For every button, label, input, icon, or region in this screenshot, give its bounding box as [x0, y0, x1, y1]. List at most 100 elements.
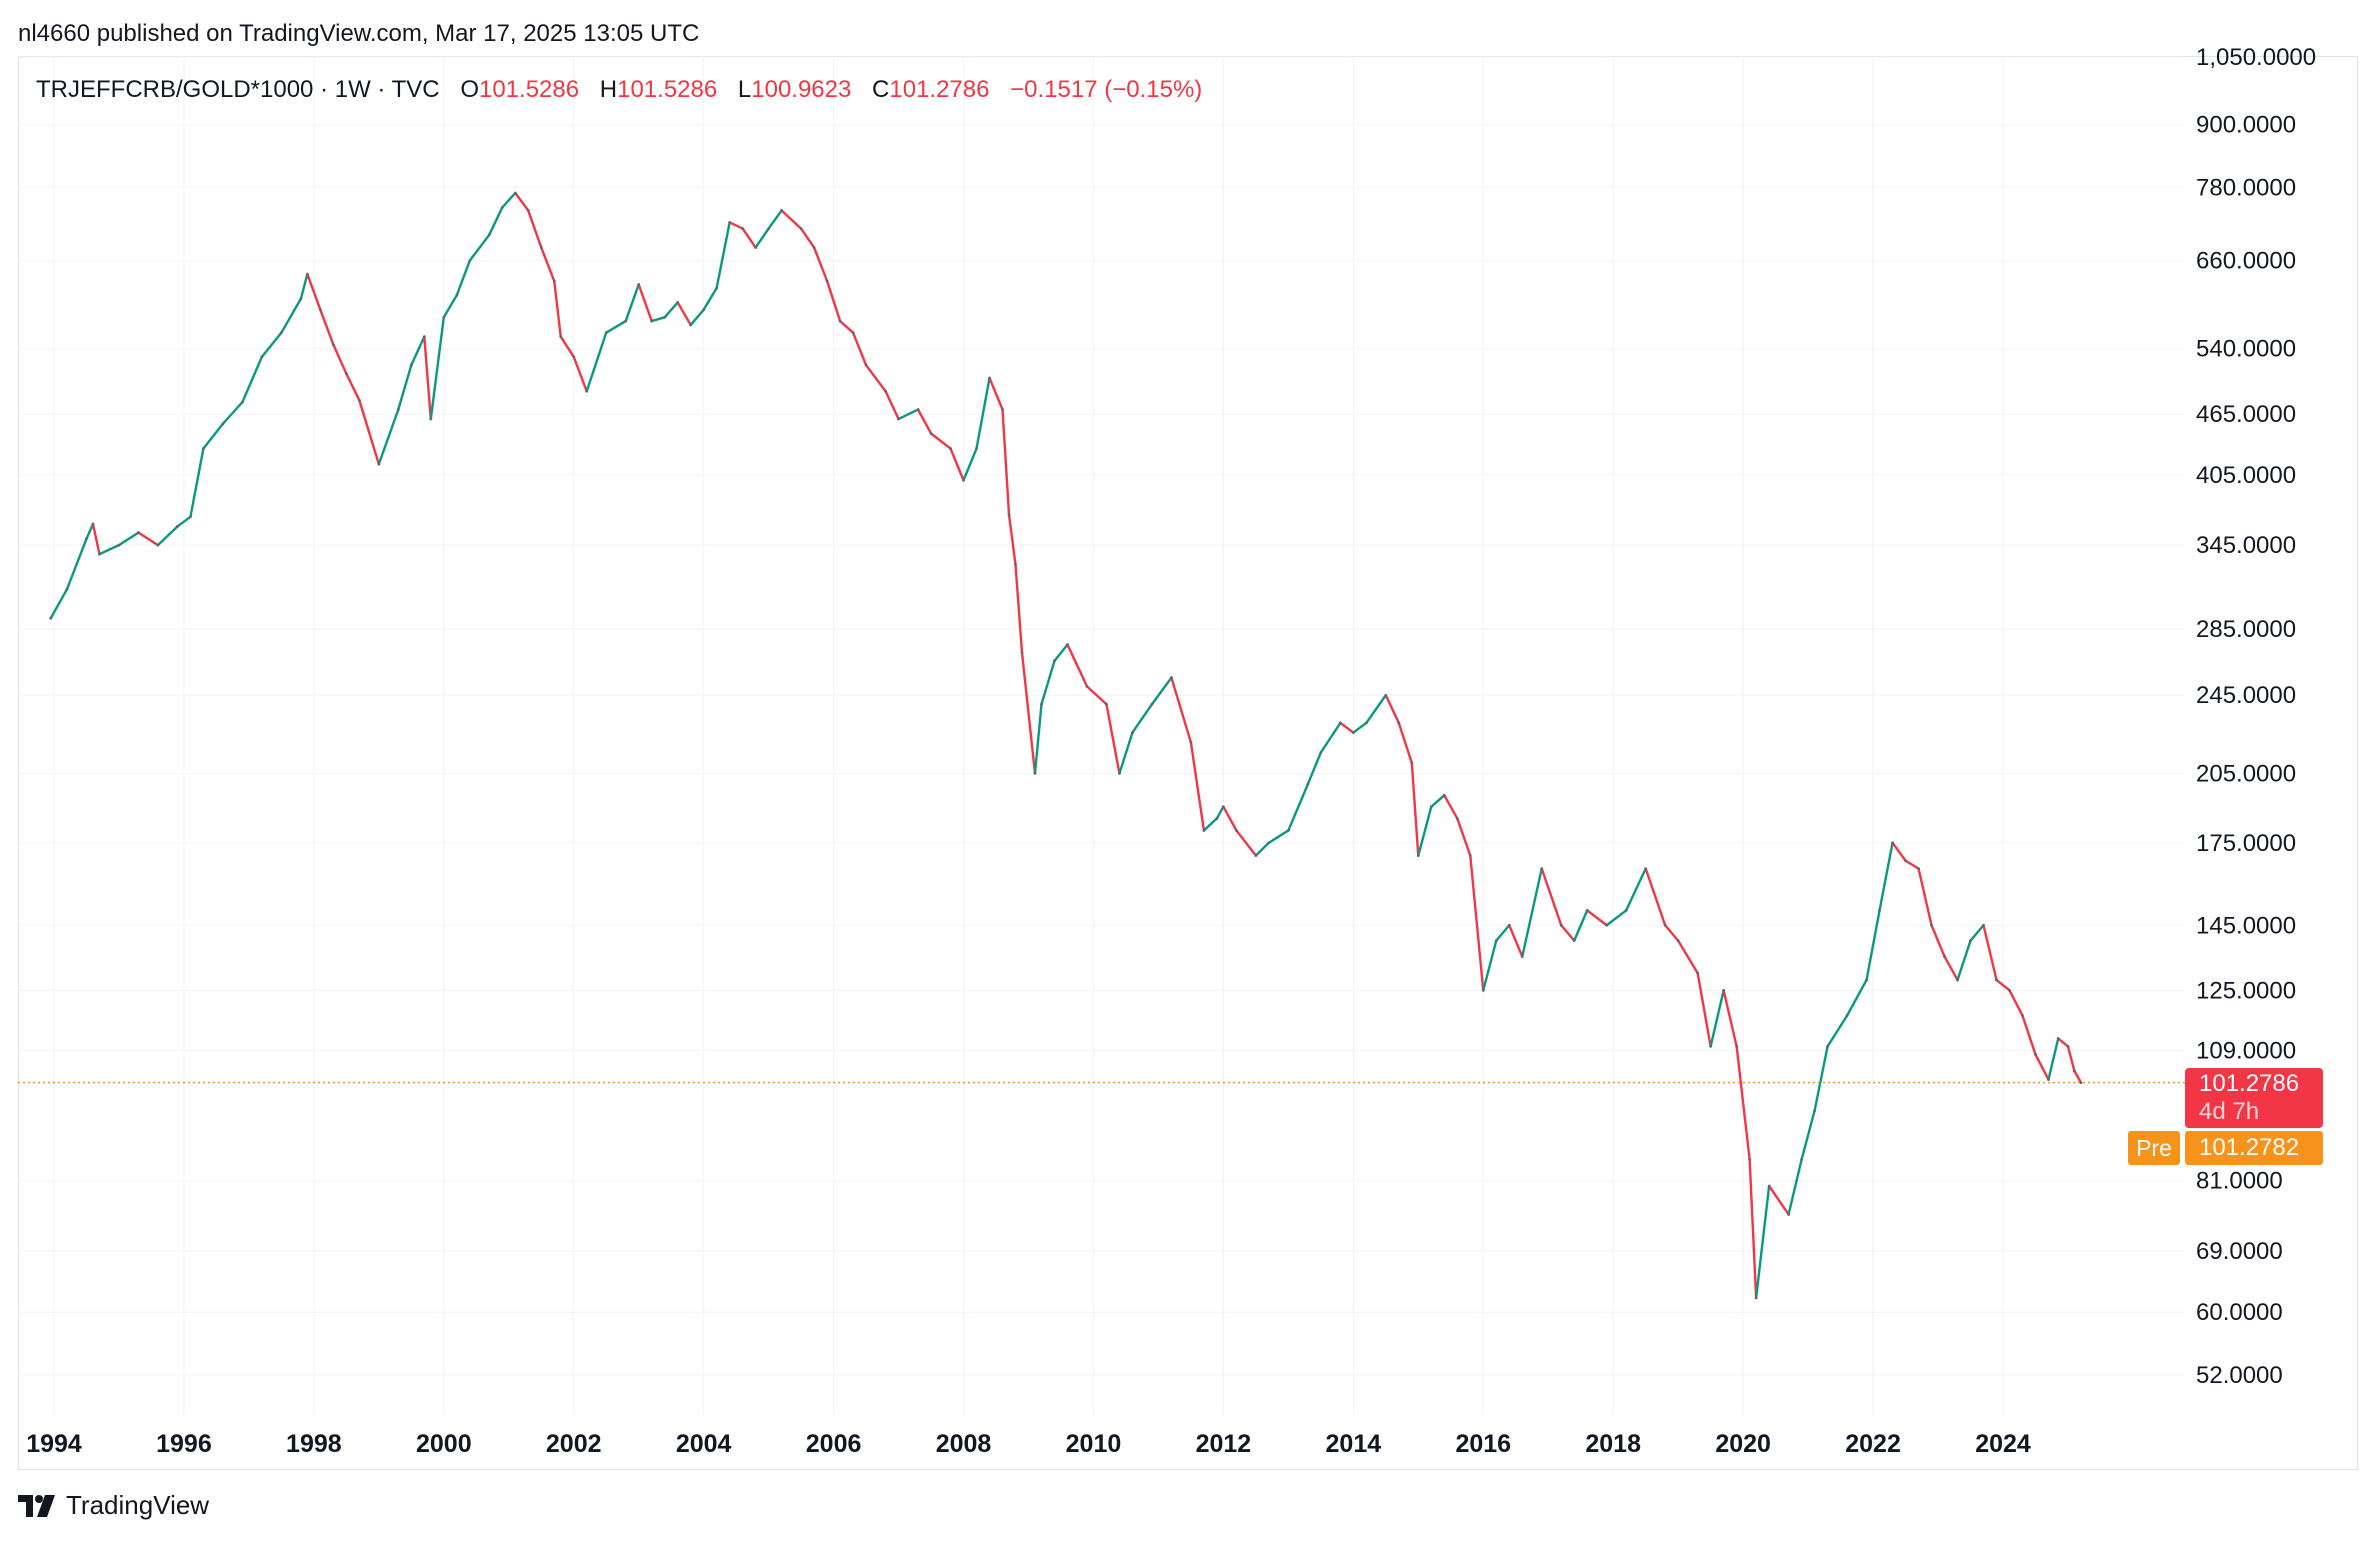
data-point — [1891, 841, 1894, 845]
price-segment — [1202, 817, 1219, 832]
price-segment — [65, 537, 88, 591]
price-segment — [1222, 805, 1238, 832]
price-segment — [1319, 721, 1342, 754]
price-segment — [949, 447, 965, 482]
data-point — [1118, 772, 1121, 775]
price-segment — [1748, 1158, 1758, 1300]
price-segment — [1573, 909, 1589, 942]
data-point — [1767, 1184, 1771, 1188]
y-tick-label: 900.0000 — [2196, 112, 2296, 139]
price-segment — [975, 376, 991, 450]
data-point — [279, 331, 283, 335]
price-segment — [1813, 1045, 1829, 1112]
tradingview-brand[interactable]: TradingView — [18, 1490, 209, 1521]
data-point — [1131, 731, 1134, 734]
price-axis[interactable]: 1,050.0000 900.0000 780.0000 660.0000 540.00… — [2196, 44, 2316, 1389]
price-segment — [728, 221, 744, 230]
data-point — [1215, 817, 1219, 820]
data-point — [1319, 751, 1323, 754]
data-point — [1754, 1296, 1758, 1300]
time-axis[interactable]: 1994 1996 1998 2000 2002 2004 2006 2008 2010 2012… — [26, 1430, 2031, 1458]
symbol-info[interactable]: TRJEFFCRB/GOLD*1000 · 1W · TVC — [36, 76, 440, 103]
price-segment — [1956, 939, 1972, 982]
data-point — [344, 372, 348, 376]
data-point — [767, 227, 771, 230]
price-segment — [527, 209, 543, 249]
price-segment — [1306, 751, 1323, 786]
data-point — [1585, 908, 1589, 912]
price-segment — [501, 191, 517, 209]
price-segment — [585, 331, 608, 393]
price-segment — [929, 432, 952, 450]
y-tick-label: 60.0000 — [2196, 1299, 2283, 1326]
price-segment — [1624, 867, 1647, 912]
data-point — [176, 525, 179, 528]
price-segment — [767, 209, 783, 230]
data-point — [1865, 978, 1868, 982]
data-point — [2034, 1053, 2037, 1056]
price-segment — [1943, 955, 1959, 982]
data-point — [526, 209, 530, 212]
data-point — [429, 417, 433, 421]
price-segment — [1040, 659, 1056, 706]
open-label: O — [460, 76, 479, 103]
y-tick-label: 660.0000 — [2196, 248, 2296, 275]
data-point — [962, 478, 965, 482]
price-segment — [85, 522, 95, 541]
price-segment — [838, 319, 855, 334]
price-segment — [916, 408, 933, 435]
y-tick-label: 81.0000 — [2196, 1168, 2283, 1195]
data-point — [1520, 955, 1524, 959]
low-label: L — [737, 76, 752, 103]
price-segment — [1456, 817, 1472, 857]
data-point — [780, 209, 784, 212]
x-tick-label: 2002 — [546, 1430, 602, 1458]
data-point — [305, 272, 309, 276]
price-segment — [572, 355, 588, 393]
price-segment — [1397, 721, 1414, 765]
data-point — [377, 462, 381, 466]
data-point — [1709, 1045, 1713, 1048]
data-point — [1813, 1109, 1816, 1113]
data-point — [585, 389, 589, 393]
price-segment — [1215, 805, 1225, 820]
data-point — [1234, 829, 1238, 832]
price-segment — [812, 246, 829, 283]
x-tick-label: 2004 — [676, 1430, 732, 1458]
y-tick-label: 205.0000 — [2196, 760, 2296, 787]
data-point — [728, 221, 732, 224]
open-value: 101.5286 — [478, 76, 580, 103]
data-point — [1878, 908, 1881, 912]
price-segment — [1676, 939, 1699, 975]
data-point — [1696, 971, 1700, 975]
data-point — [1605, 923, 1609, 927]
data-point — [1468, 854, 1472, 857]
data-point — [689, 323, 693, 327]
data-point — [916, 408, 920, 411]
price-segment — [1540, 867, 1563, 927]
data-point — [49, 616, 53, 620]
low-value: 100.9623 — [751, 76, 852, 103]
price-segment — [650, 316, 666, 323]
data-point — [455, 293, 459, 297]
price-segment — [559, 335, 575, 359]
price-segment — [1560, 924, 1576, 942]
price-segment — [514, 191, 530, 212]
data-point — [189, 515, 192, 519]
close-label: C — [872, 76, 890, 103]
x-tick-label: 2024 — [1975, 1430, 2031, 1458]
price-segment — [280, 297, 303, 334]
y-tick-label: 125.0000 — [2196, 977, 2296, 1004]
data-point — [1494, 939, 1498, 943]
data-point — [949, 447, 952, 450]
price-segment — [1085, 685, 1108, 706]
price-segment — [2034, 1053, 2050, 1081]
price-segment — [1644, 867, 1667, 927]
data-point — [929, 432, 933, 435]
pre-market-label: Pre — [2128, 1131, 2180, 1165]
data-point — [2079, 1081, 2083, 1085]
price-segment — [1365, 694, 1388, 725]
price-segment — [962, 447, 978, 482]
price-segment — [1878, 841, 1894, 912]
